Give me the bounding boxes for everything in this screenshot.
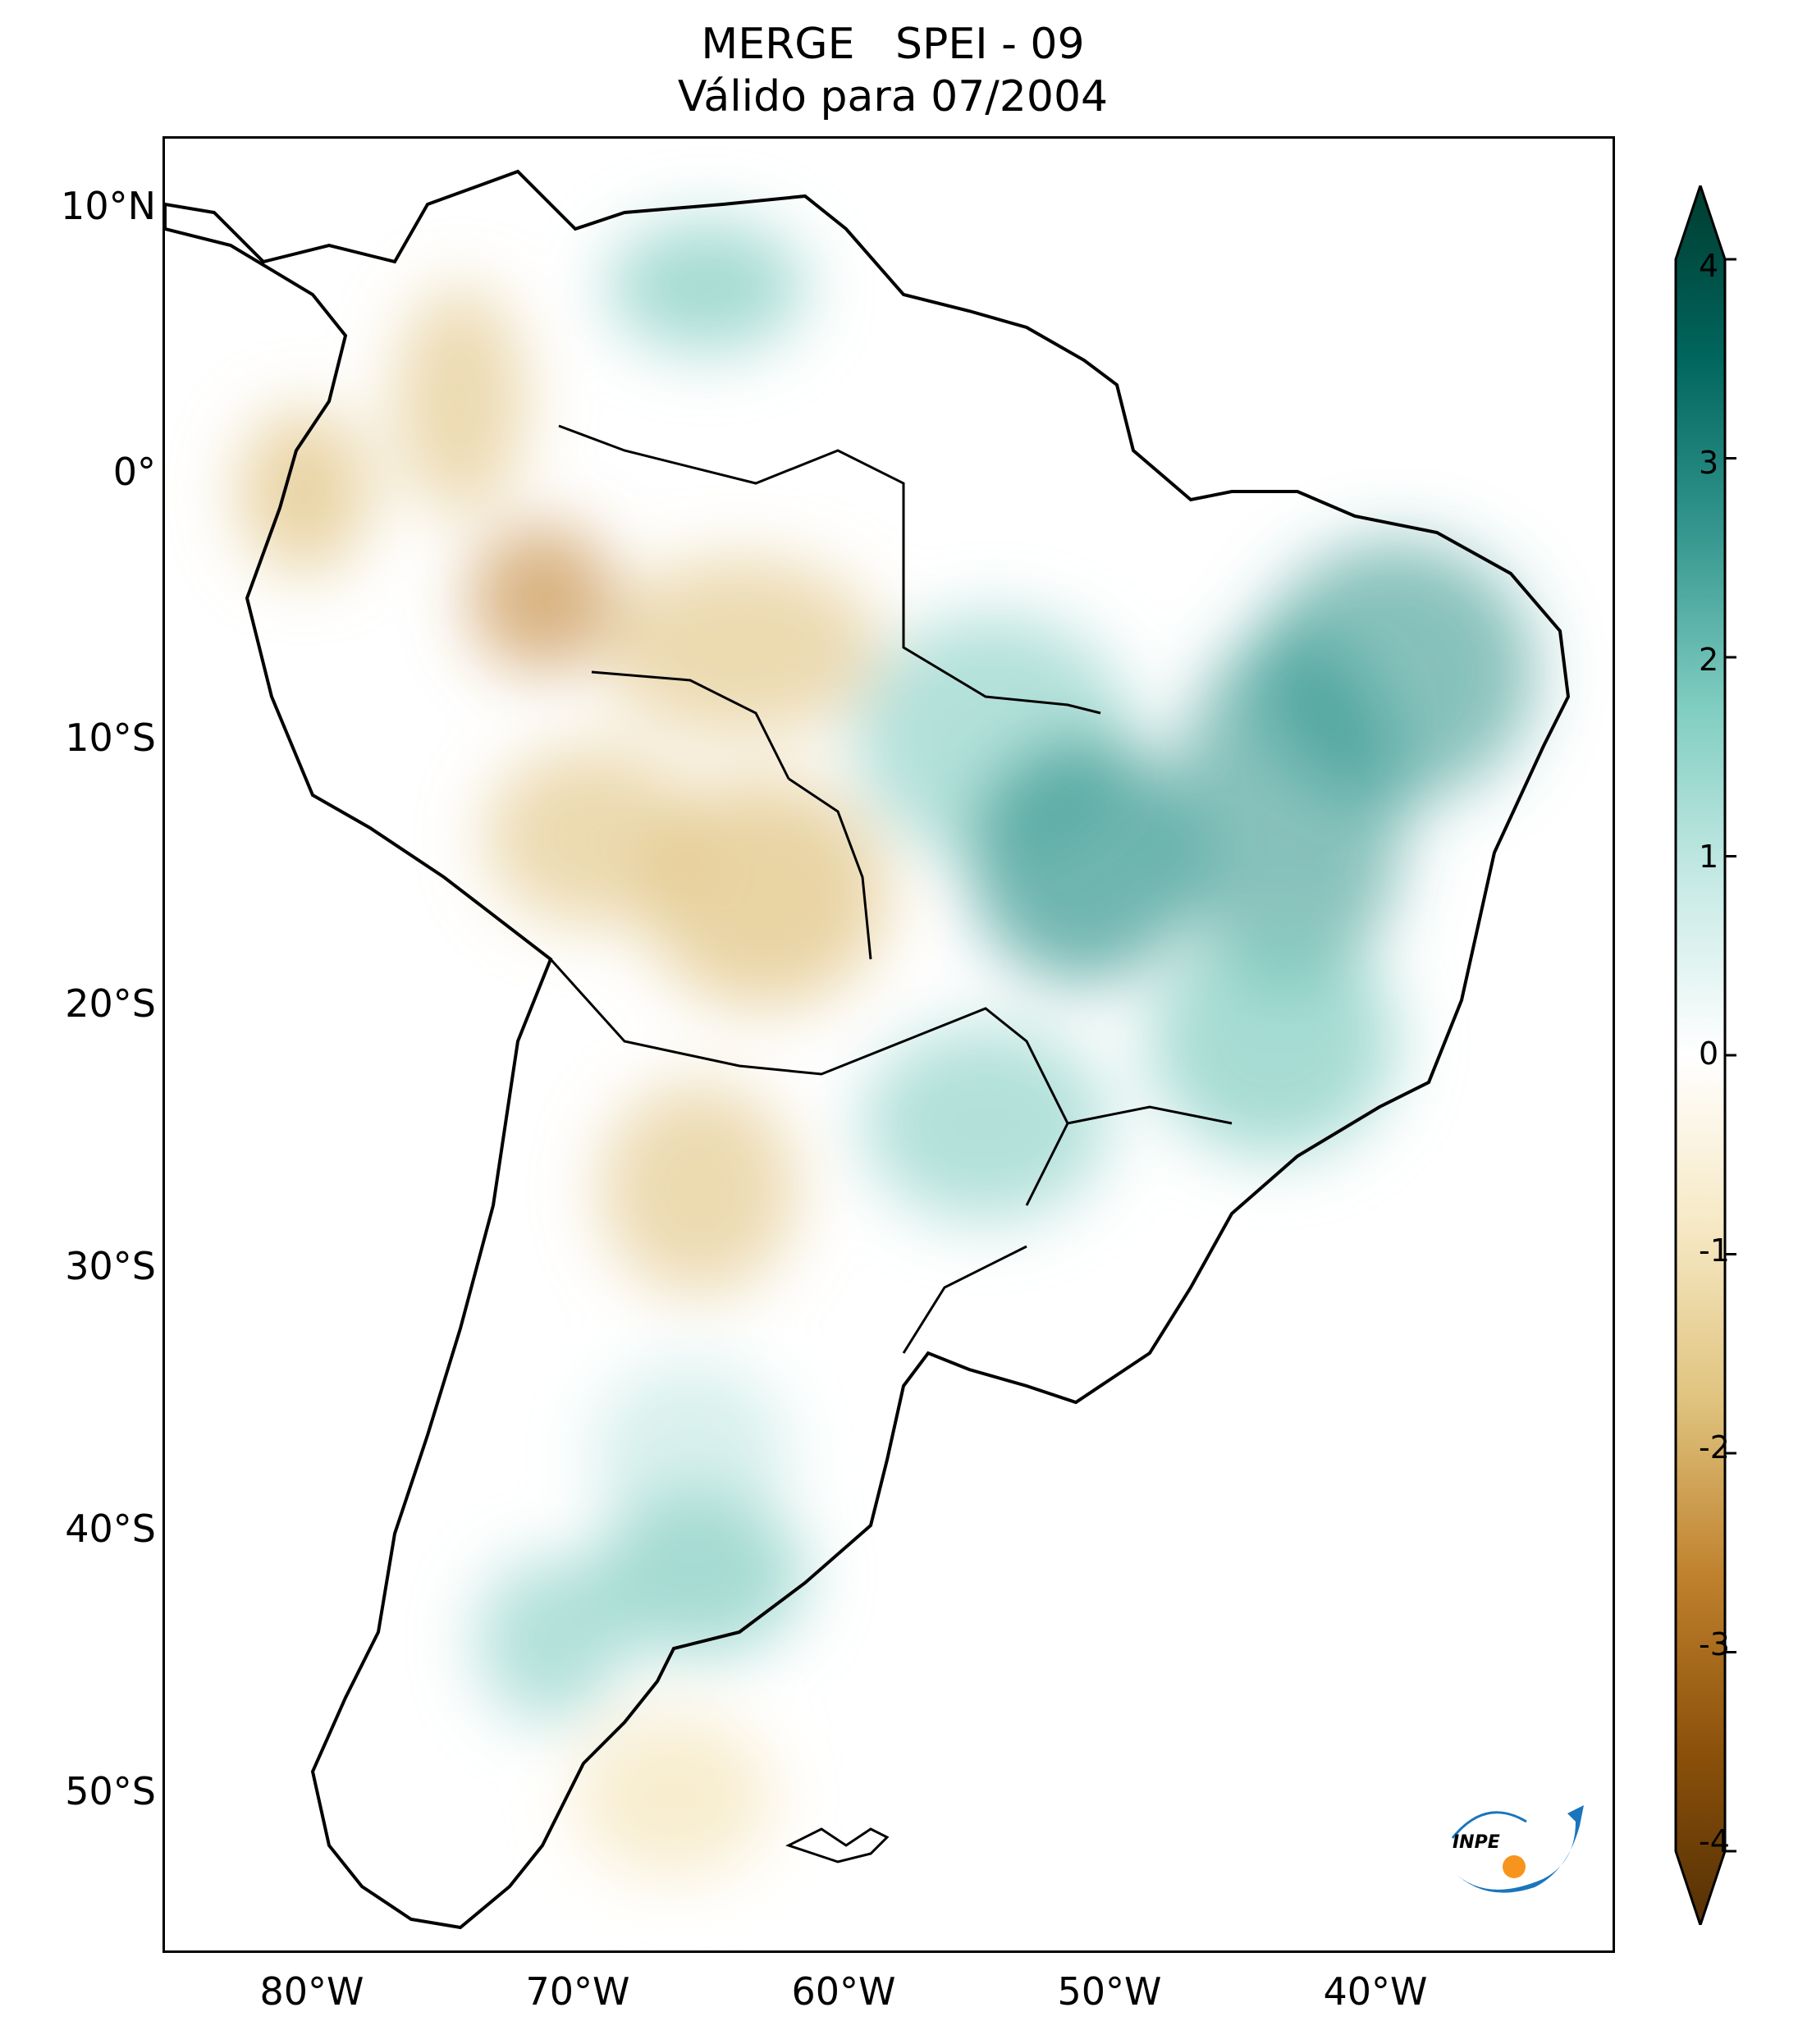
- falkland-islands: [785, 1827, 890, 1863]
- cb-label-neg2: -2: [1699, 1429, 1730, 1466]
- cb-label-2: 2: [1699, 642, 1719, 678]
- lat-label-50s: 50°S: [65, 1769, 156, 1813]
- country-borders: [549, 424, 1233, 1354]
- inpe-logo: INPE: [1451, 1805, 1584, 1893]
- cb-label-neg4: -4: [1699, 1823, 1730, 1859]
- cb-label-1: 1: [1699, 839, 1719, 875]
- cb-label-neg3: -3: [1699, 1626, 1730, 1662]
- map-canvas: [165, 169, 1571, 1930]
- logo-text: INPE: [1453, 1832, 1500, 1853]
- colorbar-ticks: [1725, 258, 1736, 1853]
- logo-orbit: [1451, 1811, 1527, 1839]
- lat-label-40s: 40°S: [65, 1507, 156, 1551]
- colorbar: [1674, 185, 1736, 1925]
- lat-label-20s: 20°S: [65, 981, 156, 1026]
- lon-label-80w: 80°W: [259, 1969, 364, 2014]
- lat-label-10s: 10°S: [65, 716, 156, 760]
- lon-label-40w: 40°W: [1323, 1969, 1428, 2014]
- lat-label-0: 0°: [112, 450, 156, 494]
- lon-label-50w: 50°W: [1057, 1969, 1162, 2014]
- continent-outline: [165, 169, 1571, 1930]
- logo-swoosh: [1453, 1805, 1584, 1893]
- cb-label-neg1: -1: [1699, 1232, 1730, 1269]
- title-line-1: MERGE SPEI - 09: [701, 20, 1085, 69]
- lat-label-10n: 10°N: [61, 184, 156, 228]
- lon-label-70w: 70°W: [525, 1969, 630, 2014]
- title-line-2: Válido para 07/2004: [677, 72, 1109, 121]
- lat-label-30s: 30°S: [65, 1244, 156, 1288]
- cb-label-0: 0: [1699, 1036, 1719, 1072]
- cb-label-3: 3: [1699, 445, 1719, 481]
- lon-label-60w: 60°W: [791, 1969, 896, 2014]
- map-title: MERGE SPEI - 09 Válido para 07/2004: [162, 18, 1623, 123]
- logo-sun-dot: [1503, 1855, 1526, 1878]
- continent-shading: [239, 221, 1535, 1878]
- cb-label-4: 4: [1699, 248, 1719, 284]
- map-area: [162, 136, 1615, 1953]
